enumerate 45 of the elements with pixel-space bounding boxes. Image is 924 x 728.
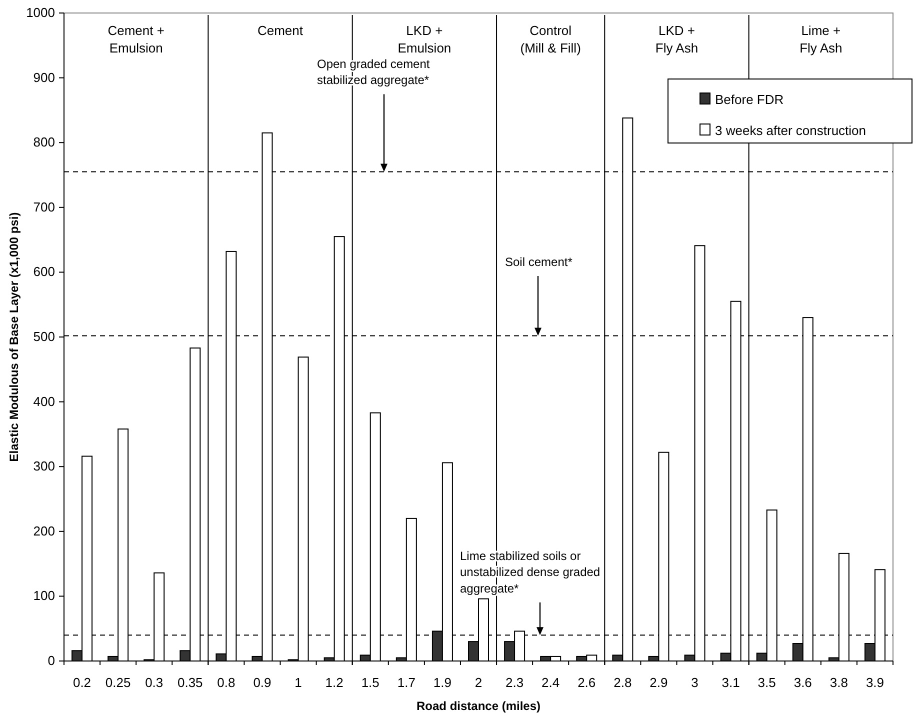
x-tick-label: 2.4 bbox=[542, 675, 560, 690]
ref-line-label: Soil cement* bbox=[505, 255, 573, 269]
x-tick-label: 2 bbox=[474, 675, 482, 690]
x-tick-label: 3.6 bbox=[794, 675, 812, 690]
y-tick-label: 300 bbox=[33, 458, 55, 474]
annotation: LKD + Emulsion bbox=[398, 23, 452, 56]
x-tick-label: 3.1 bbox=[722, 675, 740, 690]
legend-label: 3 weeks after construction bbox=[715, 123, 866, 138]
annotation: LKD + Fly Ash bbox=[655, 23, 698, 56]
x-tick-label: 1.9 bbox=[433, 675, 452, 690]
x-tick-label: 3.8 bbox=[830, 675, 848, 690]
x-tick-label: 0.9 bbox=[253, 675, 272, 690]
x-tick-label: 3.9 bbox=[866, 675, 884, 690]
y-tick-label: 100 bbox=[33, 588, 55, 604]
y-axis-title: Elastic Modulous of Base Layer (x1,000 psi) bbox=[7, 212, 21, 462]
x-tick-label: 2.3 bbox=[506, 675, 524, 690]
annotation: Control (Mill & Fill) bbox=[520, 23, 581, 56]
x-tick-label: 1.2 bbox=[325, 675, 344, 690]
annotation: Lime + Fly Ash bbox=[800, 23, 842, 56]
x-tick-label: 0.2 bbox=[72, 675, 92, 690]
y-tick-label: 600 bbox=[33, 264, 55, 280]
x-tick-label: 0.35 bbox=[177, 675, 203, 690]
y-tick-label: 0 bbox=[48, 653, 55, 668]
annotation: Cement + Emulsion bbox=[108, 23, 164, 56]
x-tick-label: 2.8 bbox=[614, 675, 632, 690]
x-tick-label: 1.7 bbox=[397, 675, 416, 690]
x-axis-title: Road distance (miles) bbox=[416, 699, 541, 713]
x-tick-label: 0.8 bbox=[217, 675, 236, 690]
x-tick-label: 2.6 bbox=[578, 675, 596, 690]
y-tick-label: 900 bbox=[33, 70, 55, 85]
x-tick-label: 1 bbox=[294, 675, 302, 690]
y-tick-label: 400 bbox=[33, 394, 55, 409]
x-tick-label: 1.5 bbox=[361, 675, 380, 690]
x-tick-label: 0.25 bbox=[105, 675, 131, 690]
x-tick-label: 2.9 bbox=[650, 675, 668, 690]
legend-label: Before FDR bbox=[715, 92, 784, 107]
x-tick-label: 3.5 bbox=[758, 675, 776, 690]
x-tick-label: 0.3 bbox=[145, 675, 164, 690]
y-tick-label: 1000 bbox=[26, 5, 55, 20]
y-tick-label: 800 bbox=[33, 134, 55, 150]
y-tick-label: 200 bbox=[33, 523, 55, 538]
y-tick-label: 700 bbox=[33, 199, 55, 214]
y-tick-label: 500 bbox=[33, 329, 55, 344]
x-tick-label: 3 bbox=[691, 675, 698, 690]
annotation: Cement bbox=[257, 23, 304, 38]
